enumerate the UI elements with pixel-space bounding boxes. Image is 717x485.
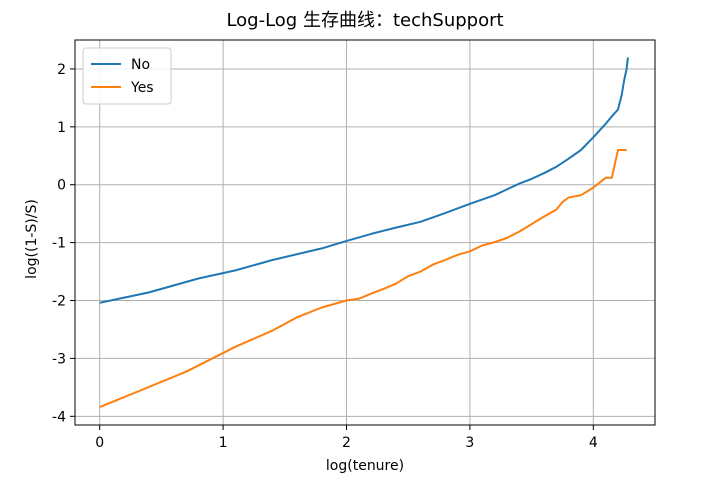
y-tick-label: 1 xyxy=(57,120,66,136)
legend: No Yes xyxy=(82,47,172,105)
legend-label-no: No xyxy=(131,57,150,73)
series-layer xyxy=(99,57,629,409)
tick-layer: 0 1 2 3 4 -4 -3 -2 -1 0 1 2 xyxy=(52,62,598,451)
series-line-no xyxy=(99,57,629,304)
series-line-yes xyxy=(99,149,627,409)
legend-box xyxy=(82,47,172,105)
x-axis-label: log(tenure) xyxy=(326,458,404,474)
x-tick-label: 2 xyxy=(342,435,351,451)
y-tick-label: 0 xyxy=(57,178,66,194)
y-axis-label: log((1-S)/S) xyxy=(24,199,40,279)
x-tick-label: 3 xyxy=(465,435,474,451)
x-tick-label: 1 xyxy=(219,435,228,451)
grid-layer xyxy=(75,40,655,425)
y-tick-label: -4 xyxy=(52,409,66,425)
legend-label-yes: Yes xyxy=(130,80,154,96)
y-tick-label: -3 xyxy=(52,351,66,367)
plot-frame xyxy=(74,39,656,426)
y-tick-label: -1 xyxy=(52,236,66,252)
x-tick-label: 4 xyxy=(589,435,598,451)
y-tick-label: 2 xyxy=(57,62,66,78)
chart-title: Log-Log 生存曲线：techSupport xyxy=(226,10,503,31)
y-tick-label: -2 xyxy=(52,294,66,310)
x-tick-label: 0 xyxy=(95,435,104,451)
